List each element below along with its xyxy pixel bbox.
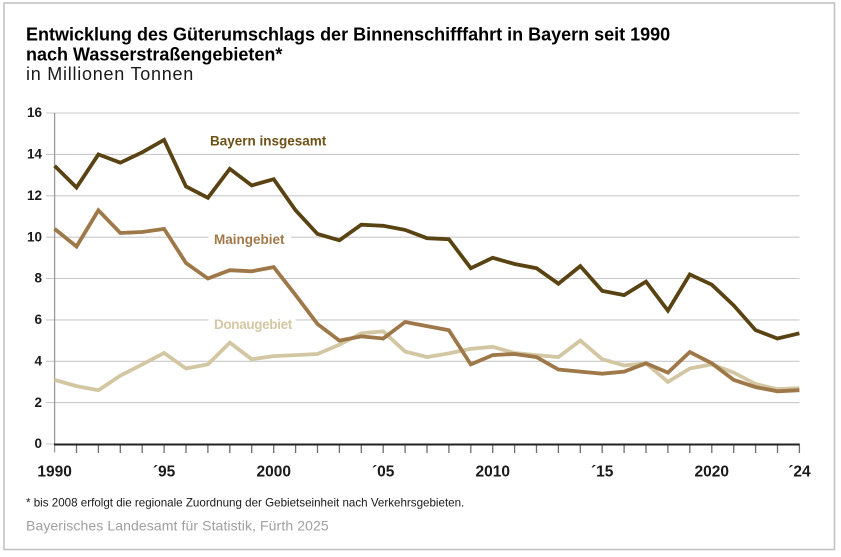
svg-text:6: 6 <box>34 312 42 327</box>
svg-text:nach Wasserstraßengebieten*: nach Wasserstraßengebieten* <box>26 44 282 64</box>
svg-text:Donaugebiet: Donaugebiet <box>214 317 293 332</box>
svg-text:Maingebiet: Maingebiet <box>214 232 285 247</box>
svg-text:12: 12 <box>27 188 42 203</box>
svg-text:2020: 2020 <box>695 463 729 480</box>
svg-text:´24: ´24 <box>788 463 811 480</box>
svg-text:2: 2 <box>34 395 42 410</box>
svg-text:´95: ´95 <box>153 463 176 480</box>
svg-text:2000: 2000 <box>256 463 290 480</box>
svg-text:1990: 1990 <box>37 463 71 480</box>
svg-text:16: 16 <box>27 105 43 120</box>
svg-text:Entwicklung des Güterumschlags: Entwicklung des Güterumschlags der Binne… <box>26 24 670 44</box>
svg-text:2010: 2010 <box>475 463 509 480</box>
svg-text:in Millionen Tonnen: in Millionen Tonnen <box>26 64 194 84</box>
svg-text:0: 0 <box>34 436 42 451</box>
svg-text:14: 14 <box>27 147 43 162</box>
svg-text:Bayerisches Landesamt für Stat: Bayerisches Landesamt für Statistik, Für… <box>26 518 329 534</box>
svg-text:8: 8 <box>34 271 42 286</box>
svg-text:´05: ´05 <box>372 463 395 480</box>
svg-text:Bayern insgesamt: Bayern insgesamt <box>210 134 327 149</box>
svg-text:10: 10 <box>27 229 42 244</box>
svg-text:´15: ´15 <box>591 463 614 480</box>
svg-text:4: 4 <box>34 354 42 369</box>
svg-text:* bis 2008 erfolgt die regiona: * bis 2008 erfolgt die regionale Zuordnu… <box>26 497 464 510</box>
